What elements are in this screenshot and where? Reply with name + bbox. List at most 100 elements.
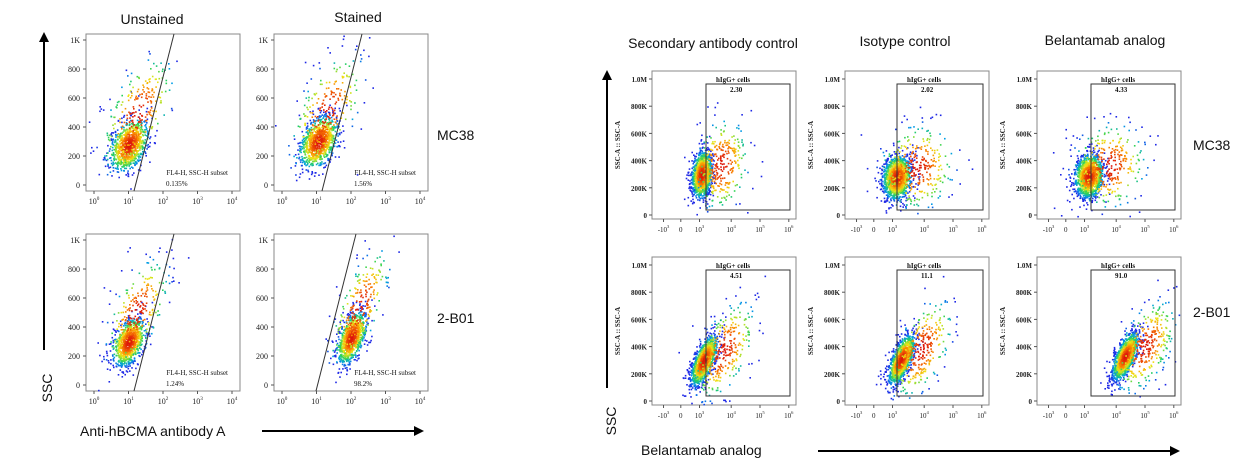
event-dot-core <box>333 145 336 148</box>
event-dot-tail <box>371 286 373 288</box>
event-dot-core <box>312 164 314 166</box>
event-dot-tail <box>145 120 147 122</box>
event-dot-core <box>136 323 139 326</box>
event-dot-tail <box>325 118 327 120</box>
event-dot-tail <box>359 291 361 294</box>
x-tick-label: 100 <box>89 396 100 406</box>
event-dot-core <box>132 157 134 159</box>
x-tick-label: 100 <box>89 196 100 206</box>
event-dot-core <box>124 350 126 353</box>
event-dot-core <box>301 147 304 150</box>
event-dot-tail <box>344 352 346 355</box>
event-dot-tail <box>307 90 309 93</box>
event-dot-core <box>304 143 307 145</box>
event-dot-tail <box>324 96 327 98</box>
event-dot-tail <box>171 109 174 112</box>
event-dot-core <box>315 136 317 139</box>
event-dot-tail <box>120 148 123 150</box>
event-dot-core <box>128 124 131 127</box>
event-dot-core <box>124 328 127 331</box>
event-dot-core <box>117 374 120 376</box>
event-dot-tail <box>337 346 340 348</box>
event-dot-core <box>309 148 311 151</box>
event-dot-tail <box>373 297 376 300</box>
event-dot-core <box>131 338 133 341</box>
event-dot-core <box>133 345 136 348</box>
event-dot-core <box>135 133 138 135</box>
event-dot-core <box>121 136 123 138</box>
event-dot-core <box>125 329 127 332</box>
event-dot-tail <box>132 361 134 364</box>
y-tick-label: 1K <box>258 36 268 45</box>
event-dot-core <box>327 141 329 144</box>
event-dot-tail <box>105 359 108 361</box>
event-dot-tail <box>288 153 291 156</box>
event-dot-tail <box>113 116 115 119</box>
event-dot-tail <box>348 315 350 318</box>
event-dot-core <box>122 159 125 161</box>
event-dot-core <box>138 109 140 111</box>
event-dot-tail <box>375 278 377 281</box>
event-dot-tail <box>345 327 348 330</box>
event-dot-tail <box>353 344 355 346</box>
event-dot-tail <box>153 62 155 65</box>
event-dot-tail <box>362 274 365 276</box>
event-dot-core <box>338 344 340 347</box>
event-dot-tail <box>131 287 133 289</box>
event-dot-core <box>129 325 132 328</box>
event-dot-core <box>118 364 120 367</box>
event-dot-core <box>305 164 307 167</box>
event-dot-core <box>311 158 314 160</box>
event-dot-core <box>116 152 118 155</box>
event-dot-core <box>314 134 316 136</box>
event-dot-core <box>367 322 369 325</box>
event-dot-core <box>123 339 125 342</box>
event-dot-core <box>344 345 347 348</box>
event-dot-tail <box>126 289 129 292</box>
event-dot-core <box>305 148 308 151</box>
event-dot-core <box>112 132 115 134</box>
event-dot-core <box>119 156 121 158</box>
event-dot-tail <box>365 276 368 278</box>
event-dot-core <box>134 342 136 344</box>
event-dot-tail <box>109 98 111 101</box>
event-dot-core <box>103 355 105 358</box>
event-dot-core <box>359 303 361 305</box>
event-dot-core <box>135 149 137 152</box>
event-dot-core <box>127 332 129 334</box>
event-dot-tail <box>375 309 378 311</box>
event-dot-core <box>139 156 142 158</box>
x-tick-label: 100 <box>277 196 288 206</box>
event-dot-tail <box>341 45 344 47</box>
event-dot-tail <box>114 340 116 342</box>
event-dot-core <box>131 339 133 342</box>
event-dot-core <box>132 334 135 337</box>
event-dot-tail <box>135 134 138 137</box>
event-dot-tail <box>304 115 306 117</box>
event-dot-core <box>327 125 330 127</box>
event-dot-tail <box>319 67 321 70</box>
event-dot-core <box>348 346 351 349</box>
event-dot-core <box>301 157 304 160</box>
event-dot-tail <box>120 139 123 142</box>
event-dot-tail <box>129 83 131 86</box>
event-dot-core <box>314 124 316 127</box>
event-dot-tail <box>145 293 147 295</box>
event-dot-tail <box>332 113 335 115</box>
event-dot-core <box>149 335 151 337</box>
event-dot-core <box>112 328 115 330</box>
event-dot-core <box>309 119 312 122</box>
event-dot-core <box>325 134 328 137</box>
event-dot-core <box>328 126 330 129</box>
event-dot-core <box>324 162 327 164</box>
event-dot-core <box>335 347 338 350</box>
event-dot-core <box>359 344 362 346</box>
event-dot-tail <box>346 294 348 297</box>
event-dot-tail <box>362 330 365 332</box>
event-dot-core <box>139 130 142 132</box>
event-dot-core <box>127 142 129 144</box>
event-dot-core <box>128 141 130 143</box>
event-dot-core <box>112 170 115 172</box>
